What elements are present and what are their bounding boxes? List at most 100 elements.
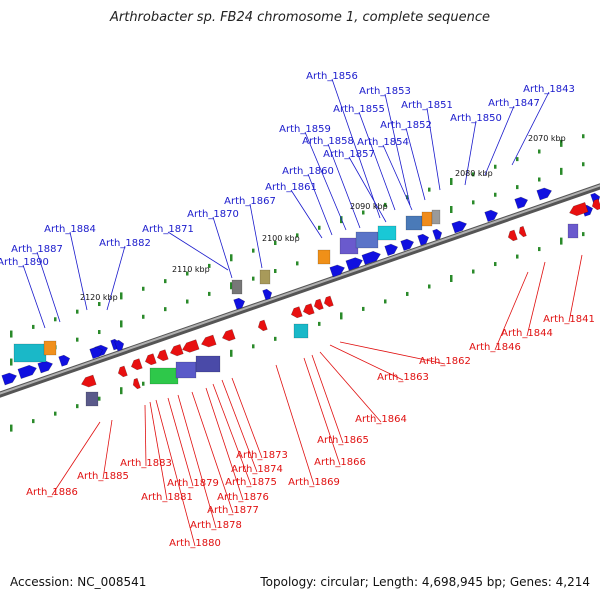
lower-tick-mark [340,312,343,320]
leader-line [484,105,515,176]
upper-tick-mark [494,164,497,169]
reverse-gene-arrow [591,198,600,211]
genome-summary-text: Topology: circular; Length: 4,698,945 bp… [260,575,590,589]
gene-label: Arth_1870 [187,209,239,220]
gene-label: Arth_1861 [265,182,317,193]
forward-gene-arrow [329,264,345,278]
lower-tick-mark [230,349,233,357]
gene-label: Arth_1871 [142,224,194,235]
kbp-tick-label: 2070 kbp [528,134,566,143]
reverse-gene-arrow [507,229,518,242]
upper-tick-mark [10,358,13,366]
reverse-gene-arrow [323,295,334,308]
upper-tick-mark [582,162,585,167]
lower-tick-mark [384,299,387,304]
gene-label: Arth_1874 [231,464,283,475]
upper-tick-mark [76,309,79,314]
gene-label: Arth_1863 [377,372,429,383]
leader-line [212,383,252,486]
upper-tick-mark [208,263,211,268]
lower-tick-mark [450,275,453,282]
upper-tick-mark [472,172,475,177]
upper-tick-mark [428,187,431,192]
forward-gene-arrow [384,243,399,256]
reverse-gene-arrow [221,329,236,342]
leader-line [144,404,147,467]
lower-tick-mark [318,321,321,326]
upper-tick-mark [296,233,299,238]
leader-line [177,394,217,529]
upper-tick-mark [560,167,563,175]
reverse-gene-arrow [201,334,217,348]
leader-line [319,351,382,423]
forward-gene-arrow [1,372,17,386]
upper-tick-mark [142,286,145,291]
upper-tick-mark [230,282,233,290]
gene-label: Arth_1887 [11,244,63,255]
leader-line [149,401,168,501]
leader-line [290,189,323,239]
upper-tick-mark [32,324,35,329]
leader-line [511,91,550,166]
gene-features [1,187,600,407]
gene-label: Arth_1847 [488,98,540,109]
feature-block [421,211,433,227]
chromosome-backbone [0,183,600,398]
feature-block [431,209,441,225]
feature-block [195,355,221,373]
leader-line [526,261,546,337]
forward-gene-arrow [400,238,415,251]
gene-label: Arth_1873 [236,450,288,461]
upper-tick-mark [384,202,387,207]
upper-tick-mark [164,279,167,284]
leader-line [327,143,361,229]
reverse-gene-arrow [569,202,589,216]
upper-tick-mark [516,185,519,190]
feature-block [231,279,243,295]
upper-tick-mark [230,254,233,262]
lower-tick-mark [142,381,145,386]
leader-line [494,271,529,351]
upper-tick-mark [538,177,541,182]
upper-tick-mark [208,291,211,296]
lower-tick-mark [472,269,475,274]
gene-label: Arth_1852 [380,120,432,131]
feature-block [355,231,379,249]
leader-line [339,341,446,365]
upper-tick-mark [164,307,167,312]
lower-tick-mark [274,336,277,341]
feature-block [259,269,271,285]
lower-tick-mark [54,411,57,416]
forward-gene-arrow [432,228,443,241]
gene-label: Arth_1862 [419,356,471,367]
lower-tick-mark [76,404,79,409]
gene-label: Arth_1841 [543,314,595,325]
leader-line [329,344,404,381]
lower-tick-mark [406,291,409,296]
upper-tick-mark [472,200,475,205]
feature-block [317,249,331,265]
upper-tick-mark [120,320,123,328]
feature-block [377,225,397,241]
gene-label: Arth_1864 [355,414,407,425]
gene-label: Arth_1880 [169,538,221,549]
forward-gene-arrow [417,233,430,246]
gene-label: Arth_1877 [207,505,259,516]
upper-tick-mark [186,271,189,276]
lower-tick-mark [362,306,365,311]
gene-label: Arth_1867 [224,196,276,207]
leader-line [167,397,194,487]
gene-label: Arth_1879 [167,478,219,489]
upper-tick-mark [54,317,57,322]
leader-line [311,354,344,444]
leader-line [304,131,347,231]
forward-gene-arrow [114,339,125,352]
lower-tick-mark [120,387,123,395]
forward-gene-arrow [345,257,363,271]
leader-line [249,203,263,269]
lower-tick-mark [516,254,519,259]
feature-block [293,323,309,339]
gene-label: Arth_1885 [77,471,129,482]
upper-tick-mark [142,314,145,319]
